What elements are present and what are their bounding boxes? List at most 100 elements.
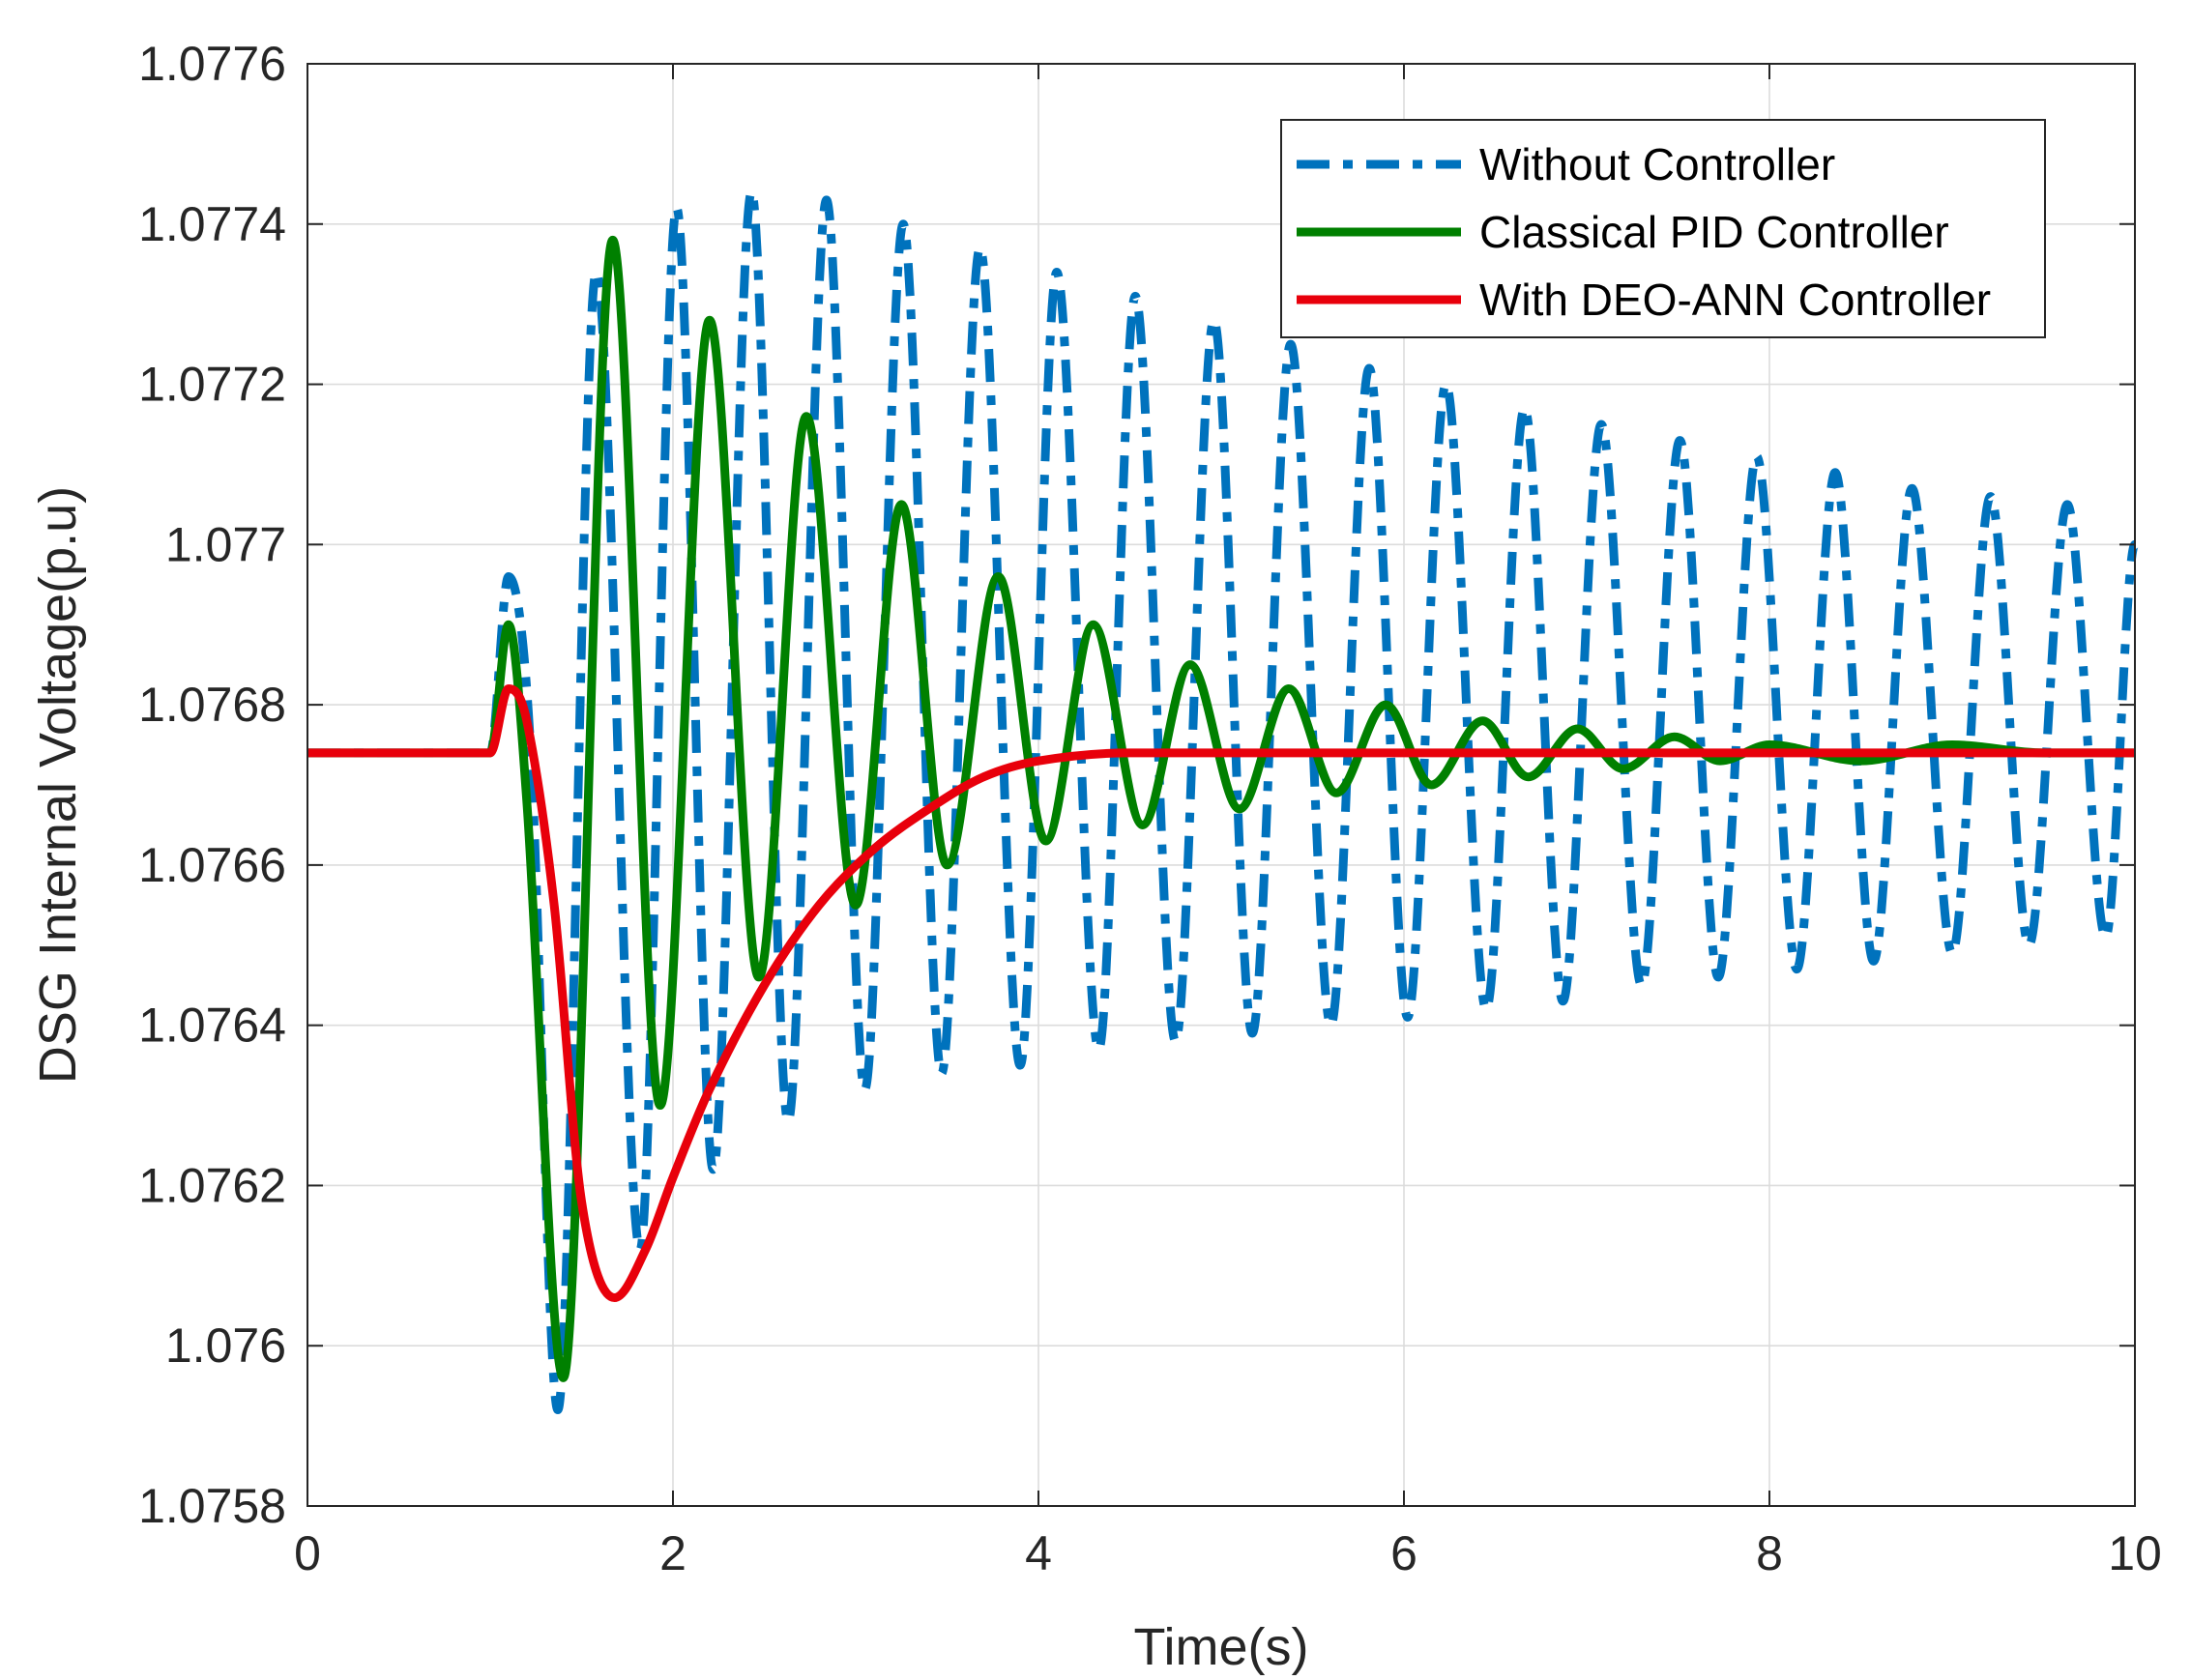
data-point	[983, 776, 984, 777]
data-point	[805, 416, 806, 417]
data-point	[856, 905, 857, 906]
data-point	[490, 752, 491, 753]
data-point	[1524, 408, 1525, 409]
data-point	[1175, 1041, 1176, 1042]
data-point	[1769, 744, 1770, 745]
data-point	[1252, 1032, 1253, 1033]
x-tick-label: 10	[2108, 1526, 2162, 1580]
data-point	[508, 624, 509, 625]
data-point	[1213, 320, 1214, 321]
data-point	[563, 1377, 564, 1378]
x-tick-label: 2	[659, 1526, 687, 1580]
data-point	[979, 247, 980, 248]
data-point	[1873, 961, 1874, 962]
y-tick-label: 1.077	[165, 517, 286, 571]
data-point	[1601, 424, 1602, 425]
axes-box	[307, 63, 2136, 1507]
data-point	[1835, 472, 1836, 473]
data-point	[1038, 761, 1039, 762]
data-point	[1407, 1017, 1408, 1018]
data-point	[864, 1088, 865, 1089]
data-point	[2067, 504, 2068, 505]
data-point	[764, 985, 765, 986]
data-point	[557, 1409, 558, 1410]
data-point	[1020, 1065, 1021, 1066]
x-tick-label: 4	[1025, 1526, 1052, 1580]
y-tick-label: 1.0776	[138, 37, 286, 91]
data-point	[1674, 737, 1675, 738]
data-point	[645, 1249, 646, 1250]
data-point	[941, 1073, 942, 1074]
series-line-3	[307, 684, 2135, 1302]
data-point	[713, 1169, 714, 1170]
data-point	[596, 272, 597, 273]
data-point	[903, 223, 904, 224]
data-point	[2029, 944, 2030, 945]
data-point	[1189, 664, 1190, 665]
data-point	[826, 199, 827, 200]
data-point	[1369, 367, 1370, 368]
data-point	[1330, 1025, 1331, 1026]
data-point	[526, 720, 527, 721]
data-point	[1641, 985, 1642, 986]
y-tick-label: 1.0766	[138, 838, 286, 892]
y-tick-label: 1.0758	[138, 1479, 286, 1533]
data-point	[998, 576, 999, 577]
series-line-2	[307, 235, 2135, 1382]
data-point	[1336, 793, 1337, 794]
legend-label-1: Without Controller	[1479, 139, 1835, 189]
series-layer	[307, 188, 2140, 1415]
data-point	[508, 688, 509, 689]
data-point	[751, 191, 752, 192]
x-tick-label: 0	[294, 1526, 321, 1580]
data-point	[1860, 761, 1861, 762]
data-point	[1290, 344, 1291, 345]
data-point	[554, 905, 555, 906]
data-point	[928, 808, 929, 809]
data-point	[873, 849, 874, 850]
legend: Without Controller Classical PID Controll…	[1280, 119, 2046, 338]
y-tick-label: 1.0774	[138, 197, 286, 251]
data-point	[1952, 744, 1953, 745]
ticks: 0 2 4 6 8 10 1.0758 1.076 1.0762 1.0764 1.0766 1.07…	[138, 37, 2162, 1580]
x-axis-label: Time(s)	[1134, 1618, 1309, 1676]
y-tick-label: 1.0762	[138, 1158, 286, 1212]
legend-label-2: Classical PID Controller	[1479, 207, 1949, 257]
data-point	[947, 864, 948, 865]
data-point	[673, 1177, 674, 1178]
data-point	[819, 905, 820, 906]
data-point	[1045, 841, 1046, 842]
data-point	[1431, 785, 1432, 786]
data-point	[901, 504, 902, 505]
data-point	[1142, 825, 1143, 826]
data-point	[1577, 728, 1578, 729]
data-point	[1486, 1009, 1487, 1010]
data-point	[676, 208, 677, 209]
y-tick-label: 1.0768	[138, 678, 286, 732]
data-point	[1386, 705, 1387, 706]
data-point	[1756, 456, 1757, 457]
y-tick-label: 1.0764	[138, 999, 286, 1053]
legend-label-3: With DEO-ANN Controller	[1479, 275, 1991, 325]
x-tick-label: 8	[1756, 1526, 1783, 1580]
data-point	[1098, 1049, 1099, 1050]
data-point	[1129, 752, 1130, 753]
data-point	[659, 1105, 660, 1106]
data-point	[614, 1297, 615, 1298]
data-point	[508, 576, 509, 577]
data-point	[1239, 808, 1240, 809]
x-tick-label: 6	[1390, 1526, 1417, 1580]
data-point	[1093, 624, 1094, 625]
data-point	[612, 240, 613, 241]
data-point	[1135, 296, 1136, 297]
data-point	[1718, 976, 1719, 977]
y-tick-label: 1.0772	[138, 358, 286, 412]
data-point	[1952, 953, 1953, 954]
data-point	[1528, 776, 1529, 777]
data-point	[1622, 768, 1623, 769]
data-point	[1288, 688, 1289, 689]
y-tick-label: 1.076	[165, 1318, 286, 1373]
data-point	[788, 1121, 789, 1122]
data-point	[758, 976, 759, 977]
